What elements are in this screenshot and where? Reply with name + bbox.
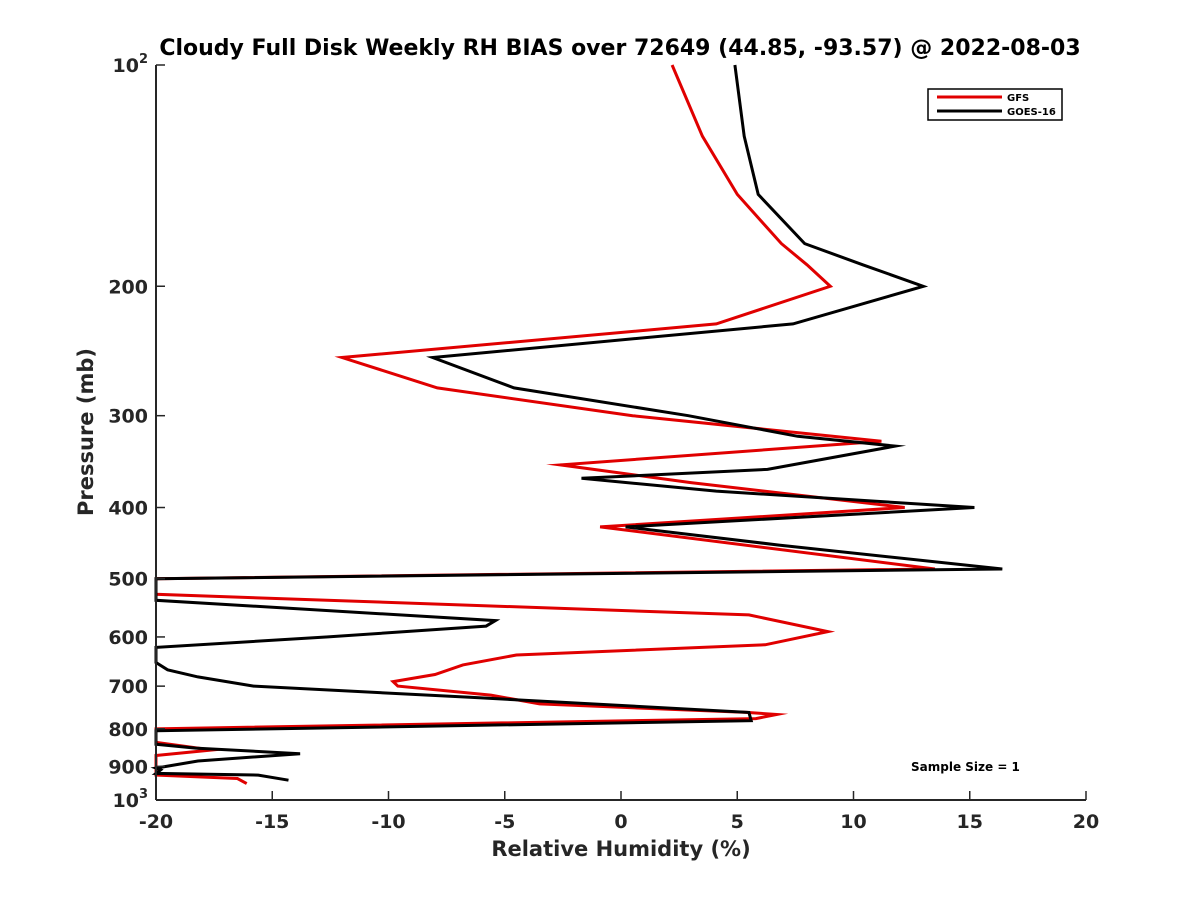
sample-size-annotation: Sample Size = 1: [911, 760, 1020, 774]
y-tick-label: 103: [113, 787, 149, 812]
y-axis-label: Pressure (mb): [74, 348, 98, 516]
legend: GFS GOES-16: [927, 88, 1063, 121]
x-tick-label: 15: [957, 811, 983, 833]
y-tick-label: 800: [108, 719, 148, 741]
x-axis-label: Relative Humidity (%): [491, 837, 750, 861]
y-tick-label: 300: [108, 406, 148, 428]
series-layer: [150, 64, 1003, 785]
y-tick-label: 900: [108, 756, 148, 778]
legend-label-gfs: GFS: [1007, 93, 1029, 104]
legend-label-goes16: GOES-16: [1007, 107, 1056, 118]
y-axis-ticks: 102 200 300 400 500 600 700 800 900 103: [108, 52, 165, 812]
series-line-goes-16: [150, 64, 1003, 782]
legend-box: [927, 88, 1063, 121]
y-tick-label: 102: [113, 52, 149, 77]
y-tick-label: 500: [108, 569, 148, 591]
series-line-gfs: [154, 64, 936, 785]
x-tick-label: 5: [731, 811, 744, 833]
y-tick-label: 700: [108, 676, 148, 698]
x-tick-label: -10: [371, 811, 405, 833]
y-tick-label: 400: [108, 498, 148, 520]
chart-title: Cloudy Full Disk Weekly RH BIAS over 726…: [159, 36, 1080, 61]
x-tick-label: 0: [614, 811, 627, 833]
x-axis-ticks: -20 -15 -10 -5 0 5 10 15 20: [139, 791, 1099, 833]
y-tick-label: 200: [108, 276, 148, 298]
x-tick-label: 20: [1073, 811, 1099, 833]
y-tick-label: 600: [108, 627, 148, 649]
x-tick-label: -15: [255, 811, 289, 833]
x-tick-label: 10: [840, 811, 866, 833]
x-tick-label: -20: [139, 811, 173, 833]
x-tick-label: -5: [494, 811, 515, 833]
